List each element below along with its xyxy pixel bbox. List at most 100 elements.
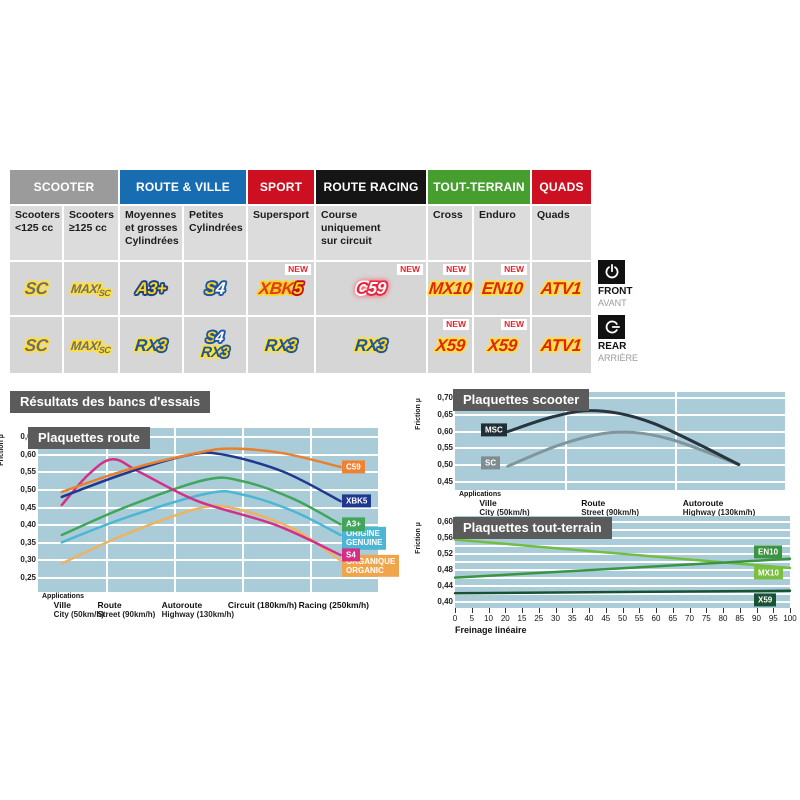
new-badge: NEW	[443, 319, 469, 330]
x-axis-tick-label: 95	[768, 614, 778, 623]
y-axis-tick: 0,44	[437, 581, 453, 590]
category-name-fr: Autoroute	[161, 600, 203, 610]
x-axis-tick-label: 65	[668, 614, 678, 623]
series-line-en10	[453, 557, 792, 579]
gridline	[38, 471, 378, 474]
product-cell: NEW XBK5	[248, 262, 314, 315]
product-cell: NEW MX10	[428, 262, 472, 315]
gridline	[455, 545, 790, 547]
y-axis-tick: 0,50	[20, 484, 36, 494]
chart-plaquettes-scooter: SC MSC 0,70 0,65 0,60 0,55 0,50 0,45 Friction µ P…	[415, 389, 785, 517]
rear-brake-disc-icon	[598, 315, 625, 339]
subheader-line: Cylindrées	[125, 235, 179, 248]
series-line-mx10	[453, 538, 792, 570]
gridline	[38, 559, 378, 562]
x-axis-tick-label: 75	[701, 614, 711, 623]
subheader-line: Scooters	[15, 209, 60, 221]
category-label-route: Route Street (90km/h)	[581, 498, 639, 517]
product-cell: MAXISC	[64, 317, 118, 373]
y-axis-label: Friction µ	[415, 522, 422, 554]
table-rear-row: SC MAXISC RX3 S4 RX3 RX3 RX3 NEW X59 NEW X59 ATV1	[10, 317, 591, 373]
position-label-en: REAR	[598, 341, 627, 352]
subheader-line: ≥125 cc	[69, 222, 107, 235]
product-logo-rx3: RX3	[264, 335, 298, 355]
new-badge: NEW	[443, 264, 469, 275]
logo-part: RX	[354, 335, 379, 355]
series-label-line: SC	[485, 457, 497, 467]
product-cell: ATV1	[532, 317, 591, 373]
logo-part: EN10	[480, 279, 524, 298]
series-line-sc	[506, 430, 741, 468]
category-name-fr: Route	[581, 498, 606, 508]
x-axis-tick-mark	[723, 608, 724, 613]
category-name-fr: Route	[97, 600, 122, 610]
product-logo-x59: X59	[434, 335, 466, 355]
x-axis-tick-mark	[488, 608, 490, 613]
product-cell: S4	[184, 262, 246, 315]
y-axis-tick: 0,55	[20, 467, 36, 477]
gridline	[455, 521, 790, 523]
product-logo-sc: SC	[24, 336, 49, 355]
y-axis-label: Friction µ	[415, 398, 422, 430]
gridline	[38, 541, 378, 544]
category-name-fr: Racing (250km/h)	[298, 600, 369, 610]
position-label-fr: AVANT	[598, 298, 627, 308]
subheader-line: uniquement	[321, 222, 381, 235]
x-axis-tick-mark	[689, 608, 691, 613]
category-label-route: Route Street (90km/h)	[97, 600, 155, 619]
logo-part: 3	[220, 344, 230, 361]
x-axis-tick-label: 15	[517, 614, 527, 623]
logo-part: 5	[292, 279, 304, 298]
subheader-line: Petites	[189, 209, 224, 221]
product-cell: SC	[10, 317, 62, 373]
category-name-fr: Ville	[53, 600, 72, 610]
logo-part: 3	[156, 335, 168, 355]
x-axis-tick-mark	[589, 608, 590, 613]
x-axis-tick-mark	[522, 608, 523, 613]
x-axis-tick-label: 100	[783, 614, 797, 623]
x-axis-tick-label: 60	[651, 614, 661, 623]
product-cell: NEW EN10	[474, 262, 530, 315]
chart-plaquettes-route: ORGANIQUE ORGANIC ORIGINE GENUINE A3+ S4 XBK5 C…	[0, 427, 400, 619]
product-cell: ATV1	[532, 262, 591, 315]
x-axis-tick-mark	[471, 608, 473, 613]
y-axis-tick: 0,60	[437, 517, 453, 526]
logo-part: 4	[214, 279, 226, 298]
gridline	[455, 537, 790, 539]
series-label-line: ORGANIC	[346, 565, 384, 575]
product-logo-x59: X59	[487, 336, 518, 355]
logo-part: MAXI	[70, 338, 102, 353]
category-header-scooter: SCOOTER	[10, 170, 118, 204]
subheader-cross: Cross	[428, 206, 472, 260]
gridline	[38, 453, 378, 456]
logo-part: X59	[434, 335, 466, 355]
x-axis-tick-mark	[505, 608, 507, 613]
table-subheader-row: Scooters <125 cc Scooters ≥125 cc Moyennes et…	[10, 206, 591, 260]
product-cell: NEW C59	[316, 262, 426, 315]
chart-lines	[60, 447, 342, 565]
front-brake-disc-icon	[598, 260, 625, 284]
logo-part: RX	[264, 335, 289, 355]
series-line-origine-genuine	[60, 490, 342, 544]
product-logo-s4: S4	[204, 279, 226, 298]
gridline	[455, 447, 785, 450]
category-header-route-ville: ROUTE & VILLE	[120, 170, 246, 204]
product-logo-rx3: RX3	[200, 344, 230, 361]
subheader-course: Course uniquement sur circuit	[316, 206, 426, 260]
category-header-tout-terrain: TOUT-TERRAIN	[428, 170, 530, 204]
x-axis-tick-label: 30	[551, 614, 560, 623]
x-axis-tick-mark	[756, 608, 758, 613]
x-axis-tick-label: 70	[685, 614, 694, 623]
category-header-route-racing: ROUTE RACING	[316, 170, 426, 204]
y-axis-tick: 0,40	[437, 597, 453, 606]
logo-part: MAXI	[70, 282, 102, 296]
product-logo-en10: EN10	[480, 279, 524, 298]
x-axis-tick-label: 50	[618, 614, 627, 623]
new-badge: NEW	[501, 319, 527, 330]
y-axis-tick: 0,55	[437, 443, 453, 453]
category-label-ville: Ville City (50km/h)	[479, 498, 529, 517]
gridline	[455, 481, 785, 483]
series-label-line: C59	[346, 462, 361, 472]
x-axis-tick-mark	[572, 608, 574, 613]
series-label-x59: X59	[754, 593, 777, 607]
